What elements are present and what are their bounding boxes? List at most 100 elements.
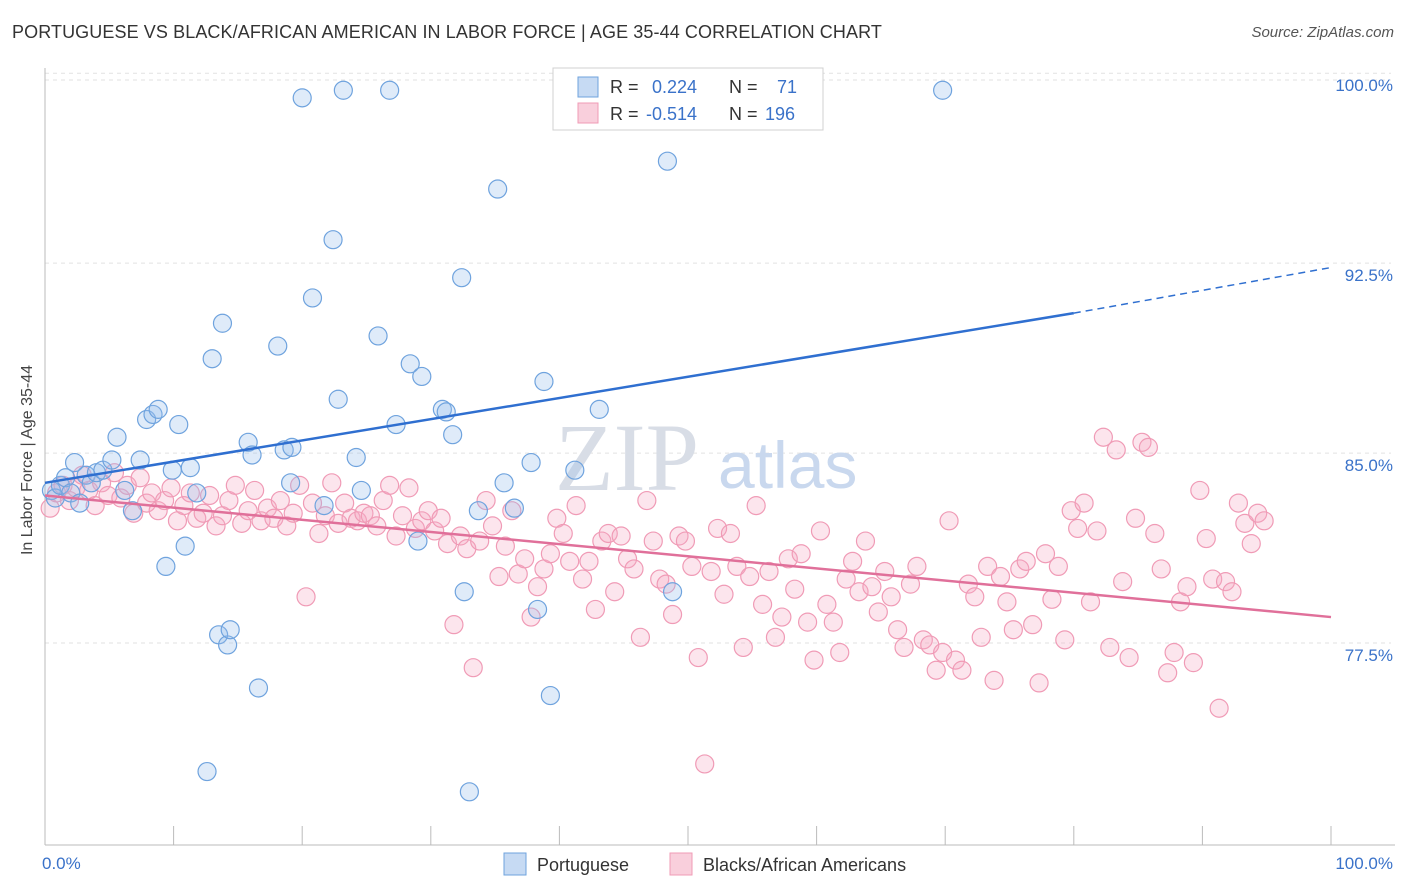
point-blacks-african-americans: [1106, 440, 1126, 460]
point-blacks-african-americans: [900, 574, 921, 594]
point-portuguese: [368, 326, 388, 346]
point-blacks-african-americans: [868, 602, 888, 622]
point-blacks-african-americans: [161, 478, 181, 498]
point-blacks-african-americans: [495, 536, 515, 556]
point-portuguese: [81, 473, 101, 493]
point-blacks-african-americans: [830, 642, 850, 663]
point-blacks-african-americans: [1254, 511, 1274, 531]
point-blacks-african-americans: [585, 599, 606, 620]
x-tick-label-min: 0.0%: [42, 854, 81, 873]
point-blacks-african-americans: [1035, 544, 1056, 564]
x-tick-label-max: 100.0%: [1335, 854, 1393, 873]
point-blacks-african-americans: [592, 531, 612, 551]
point-blacks-african-americans: [817, 594, 837, 614]
point-blacks-african-americans: [579, 551, 599, 571]
point-blacks-african-americans: [746, 496, 766, 516]
point-blacks-african-americans: [675, 531, 696, 551]
axes: [44, 68, 1395, 846]
point-blacks-african-americans: [1125, 508, 1146, 528]
point-blacks-african-americans: [1228, 493, 1249, 513]
point-blacks-african-americans: [1145, 523, 1165, 544]
point-blacks-african-americans: [392, 506, 413, 526]
legend-r-label-2: R =: [610, 104, 639, 124]
point-blacks-african-americans: [695, 754, 715, 774]
point-blacks-african-americans: [952, 660, 972, 680]
point-blacks-african-americans: [701, 561, 721, 582]
legend-r-value-2: -0.514: [646, 104, 697, 124]
point-blacks-african-americans: [778, 549, 798, 569]
point-blacks-african-americans: [1080, 592, 1101, 612]
point-blacks-african-americans: [1087, 521, 1107, 541]
point-blacks-african-americans: [881, 587, 901, 607]
point-blacks-african-americans: [862, 577, 882, 597]
point-portuguese: [933, 80, 953, 100]
point-blacks-african-americans: [572, 569, 593, 589]
point-blacks-african-americans: [1190, 480, 1210, 501]
point-portuguese: [274, 440, 294, 460]
point-portuguese: [328, 389, 348, 409]
point-blacks-african-americans: [380, 475, 400, 495]
point-portuguese: [302, 288, 323, 308]
point-portuguese: [64, 452, 85, 473]
point-blacks-african-americans: [322, 473, 342, 493]
point-blacks-african-americans: [1074, 493, 1094, 513]
point-blacks-african-americans: [399, 478, 419, 498]
point-blacks-african-americans: [662, 604, 683, 625]
legend-n-value-2: 196: [765, 104, 795, 124]
point-blacks-african-americans: [540, 544, 560, 564]
point-blacks-african-americans: [1164, 642, 1184, 663]
point-portuguese: [218, 635, 238, 655]
point-blacks-african-americans: [707, 518, 728, 539]
legend-bottom-label-portuguese: Portuguese: [537, 855, 629, 875]
point-blacks-african-americans: [193, 503, 213, 523]
point-portuguese: [408, 531, 428, 551]
legend-bottom-swatch-blacks: [669, 852, 693, 876]
legend-r-label-1: R =: [610, 77, 639, 97]
point-portuguese: [504, 498, 524, 518]
point-blacks-african-americans: [888, 620, 908, 640]
point-blacks-african-americans: [720, 523, 741, 544]
point-blacks-african-americans: [1010, 559, 1030, 579]
point-blacks-african-americans: [386, 526, 406, 546]
y-tick-label: 77.5%: [1345, 646, 1393, 665]
point-blacks-african-americans: [791, 544, 811, 564]
point-blacks-african-americans: [482, 516, 503, 536]
point-portuguese: [156, 556, 176, 577]
watermark-atlas: atlas: [718, 428, 857, 502]
point-portuguese: [122, 501, 143, 521]
chart-title: PORTUGUESE VS BLACK/AFRICAN AMERICAN IN …: [12, 22, 882, 42]
point-portuguese: [443, 425, 463, 445]
point-blacks-african-americans: [965, 587, 985, 607]
point-portuguese: [148, 399, 168, 419]
point-portuguese: [238, 432, 258, 452]
point-blacks-african-americans: [714, 584, 734, 604]
point-portuguese: [130, 450, 150, 470]
point-blacks-african-americans: [997, 592, 1017, 612]
point-blacks-african-americans: [810, 521, 831, 541]
point-blacks-african-americans: [611, 526, 631, 546]
point-blacks-african-americans: [296, 587, 316, 607]
legend-n-value-1: 71: [777, 77, 797, 97]
point-blacks-african-americans: [527, 577, 548, 597]
point-blacks-african-americans: [560, 551, 580, 571]
point-portuguese: [268, 336, 288, 356]
point-blacks-african-americans: [444, 615, 464, 635]
point-blacks-african-americans: [978, 556, 998, 577]
point-blacks-african-americans: [913, 630, 933, 650]
point-blacks-african-americans: [1183, 653, 1203, 673]
point-blacks-african-americans: [302, 493, 323, 513]
series-blacks-african-americans: [40, 427, 1274, 774]
point-portuguese: [292, 88, 312, 108]
point-blacks-african-americans: [502, 501, 522, 521]
point-blacks-african-americans: [1177, 577, 1197, 597]
point-blacks-african-americans: [154, 490, 175, 511]
point-blacks-african-americans: [605, 582, 625, 602]
point-portuguese: [657, 151, 678, 171]
point-blacks-african-americans: [1016, 551, 1036, 571]
point-blacks-african-americans: [1235, 513, 1255, 533]
point-portuguese: [380, 80, 400, 100]
point-portuguese: [454, 582, 474, 602]
point-portuguese: [534, 371, 554, 392]
point-blacks-african-americans: [772, 607, 792, 627]
point-blacks-african-americans: [785, 579, 805, 599]
